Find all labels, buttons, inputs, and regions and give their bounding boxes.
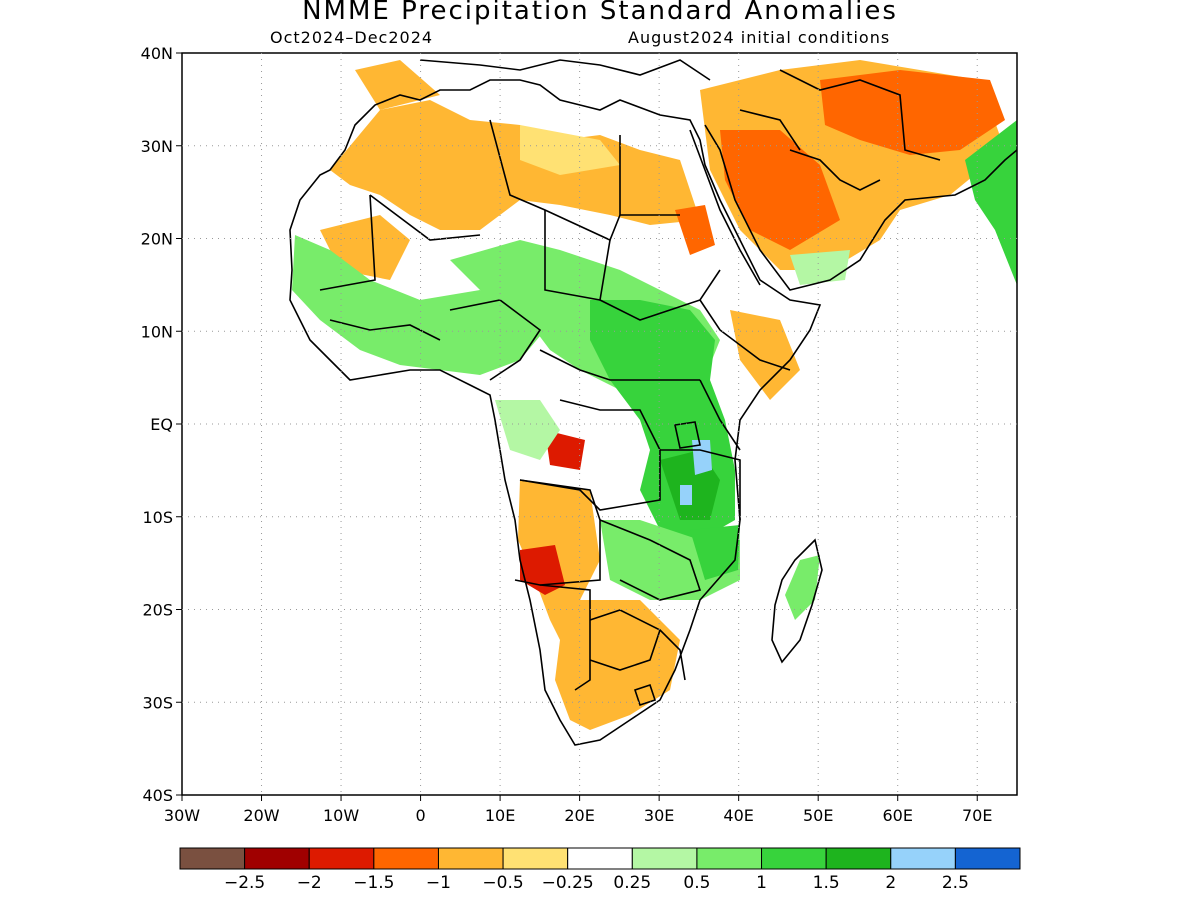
colorbar-label: −1 — [426, 873, 451, 893]
madagascar-wet-region — [785, 555, 820, 620]
colorbar-swatch — [373, 847, 439, 870]
lat-tick-label: 10N — [141, 322, 173, 341]
border-south-africa — [659, 629, 686, 681]
colorbar-swatch — [631, 847, 698, 870]
lat-tick-label: EQ — [150, 415, 173, 434]
border-namibia — [539, 584, 591, 691]
border-mali — [319, 194, 376, 291]
border-sudan — [599, 239, 721, 321]
lon-tick-label: 20E — [564, 806, 594, 825]
lesotho-outline — [633, 683, 657, 707]
colorbar-label: −0.5 — [482, 873, 523, 893]
colorbar-swatch — [437, 847, 504, 870]
forecast-period: Oct2024–Dec2024 — [270, 28, 434, 47]
lon-tick-label: 70E — [962, 806, 992, 825]
colorbar-label: 2 — [885, 873, 896, 893]
border-angola — [514, 479, 601, 586]
lat-tick-label: 30S — [142, 693, 173, 712]
colorbar-label: −1.5 — [353, 873, 394, 893]
horn-africa-dry-region — [730, 310, 800, 400]
red-sea-west-coast — [689, 129, 761, 286]
lon-tick-label: 60E — [882, 806, 912, 825]
boundary-layer — [289, 59, 1017, 746]
persian-gulf-coast — [789, 149, 881, 191]
lat-tick-label: 20S — [142, 601, 173, 620]
colorbar-swatch — [761, 847, 827, 870]
anomaly-fill-layer — [290, 55, 1017, 745]
colorbar-label: 1.5 — [813, 873, 840, 893]
longitude-axis: 30W 20W 10W 0 10E 20E 30E 40E 50E 60E 70E — [164, 795, 992, 825]
lon-tick-label: 10W — [323, 806, 359, 825]
lon-tick-label: 50E — [803, 806, 833, 825]
colorbar-swatch — [696, 847, 763, 870]
sahara-dry-region — [330, 100, 700, 230]
lake-victoria-outline — [674, 421, 701, 449]
border-drc — [519, 399, 661, 511]
colorbar-label: 1 — [756, 873, 767, 893]
gulf-guinea-light-wet-region — [495, 400, 560, 460]
border-kenya — [699, 379, 741, 451]
arabia-coastline — [704, 124, 1017, 291]
lon-tick-label: 30W — [164, 806, 200, 825]
lon-tick-label: 20W — [243, 806, 279, 825]
border-central — [539, 349, 700, 381]
lat-tick-label: 20N — [141, 230, 173, 249]
lon-tick-label: 40E — [723, 806, 753, 825]
border-tanzania — [660, 449, 741, 520]
arabia-strong-dry-region — [720, 130, 840, 250]
colorbar-swatch — [890, 847, 956, 870]
latitude-axis: 40N 30N 20N 10N EQ 10S 20S 30S 40S — [141, 44, 182, 805]
colorbar-swatch — [567, 847, 633, 870]
lat-tick-label: 40S — [142, 786, 173, 805]
border-chad — [544, 210, 601, 301]
border-west-coast — [329, 319, 441, 341]
border-sahara-1 — [369, 194, 481, 241]
mediterranean-north-coast — [419, 59, 711, 81]
madagascar-coastline — [771, 538, 823, 664]
colorbar-swatch — [308, 847, 375, 870]
colorbar-label: 0.5 — [683, 873, 710, 893]
colorbar-swatch — [244, 847, 310, 870]
border-zambia — [599, 519, 702, 601]
iran-border — [779, 69, 941, 161]
border-nigeria — [449, 299, 542, 381]
colorbar-swatch — [954, 847, 1021, 870]
colorbar-label: −0.25 — [542, 873, 594, 893]
north-coast-dry-region — [355, 60, 440, 110]
border-botswana — [589, 609, 661, 671]
sudan-strong-dry-region — [675, 205, 715, 255]
colorbar-swatch — [502, 847, 569, 870]
yemen-light-wet-region — [790, 250, 850, 285]
mozambique-wet-region — [690, 525, 740, 580]
sahara-light-dry-region — [520, 125, 620, 175]
rift-extreme-wet-region — [680, 485, 692, 505]
colorbar-label: 2.5 — [942, 873, 969, 893]
lat-tick-label: 30N — [141, 137, 173, 156]
lake-victoria-extreme-wet-region — [692, 440, 712, 475]
southern-africa-dry-region — [555, 600, 680, 730]
congo-severe-dry-region — [545, 430, 585, 470]
africa-coastline — [289, 79, 822, 746]
gridlines — [182, 53, 1017, 795]
colorbar-label: −2 — [297, 873, 322, 893]
colorbar-swatch — [179, 847, 246, 870]
lon-tick-label: 30E — [644, 806, 674, 825]
border-ethiopia — [699, 299, 791, 371]
map-title: NMME Precipitation Standard Anomalies — [302, 0, 898, 26]
lon-tick-label: 0 — [415, 806, 425, 825]
colorbar-label: −2.5 — [224, 873, 265, 893]
west-africa-wet-region — [292, 235, 545, 375]
iran-strong-dry-region — [820, 70, 1005, 155]
lon-tick-label: 10E — [485, 806, 515, 825]
initial-conditions: August2024 initial conditions — [628, 28, 891, 47]
colorbar-swatch — [825, 847, 892, 870]
border-egypt — [619, 135, 680, 216]
colorbar-label: 0.25 — [613, 873, 651, 893]
lat-tick-label: 10S — [142, 508, 173, 527]
lat-tick-label: 40N — [141, 44, 173, 63]
iraq-border — [739, 109, 801, 151]
colorbar: −2.5 −2 −1.5 −1 −0.5 −0.25 0.25 0.5 1 1.5 2 2.5 — [179, 847, 1021, 893]
